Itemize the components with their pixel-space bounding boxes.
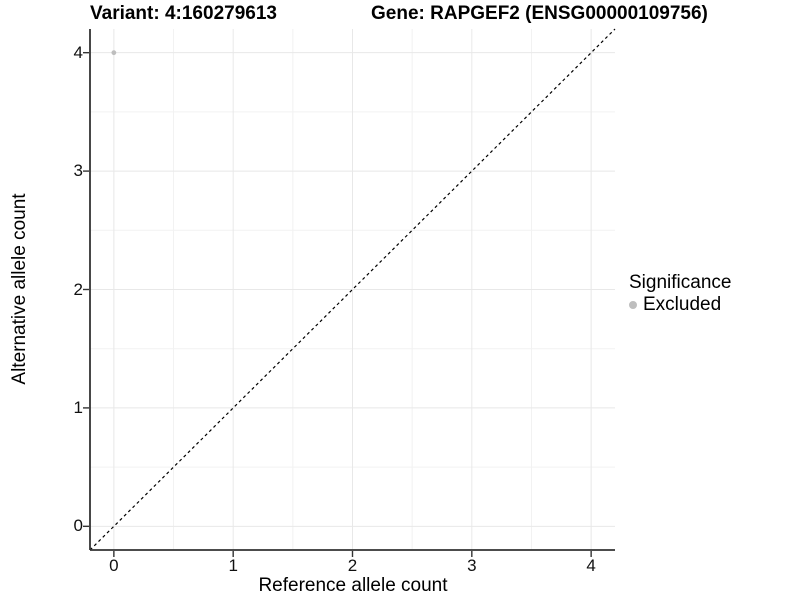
gene-title: Gene: RAPGEF2 (ENSG00000109756) [371, 3, 708, 24]
y-tick-label: 0 [73, 516, 83, 536]
y-tick-label: 1 [73, 397, 83, 417]
data-point [111, 50, 117, 56]
x-tick-label: 2 [347, 556, 358, 575]
legend-title: Significance [629, 272, 732, 293]
x-axis-title: Reference allele count [258, 575, 448, 596]
legend-entry: Excluded [629, 295, 731, 315]
legend-key-dot-icon [629, 301, 637, 309]
x-tick-label: 3 [467, 556, 477, 575]
variant-title: Variant: 4:160279613 [90, 3, 277, 24]
x-tick-label: 4 [586, 556, 596, 575]
legend-entry-label: Excluded [643, 294, 722, 315]
scatter-plot-canvas [83, 28, 616, 557]
x-tick-label: 0 [109, 556, 119, 575]
y-tick-label: 2 [73, 279, 83, 299]
plot-panel [83, 28, 616, 557]
y-axis-title: Alternative allele count [9, 193, 30, 385]
legend-entries: Excluded [629, 295, 731, 315]
x-tick-label: 1 [228, 556, 238, 575]
y-tick-label: 4 [73, 42, 83, 62]
y-tick-label: 3 [73, 161, 83, 181]
legend: Significance Excluded [629, 272, 731, 315]
